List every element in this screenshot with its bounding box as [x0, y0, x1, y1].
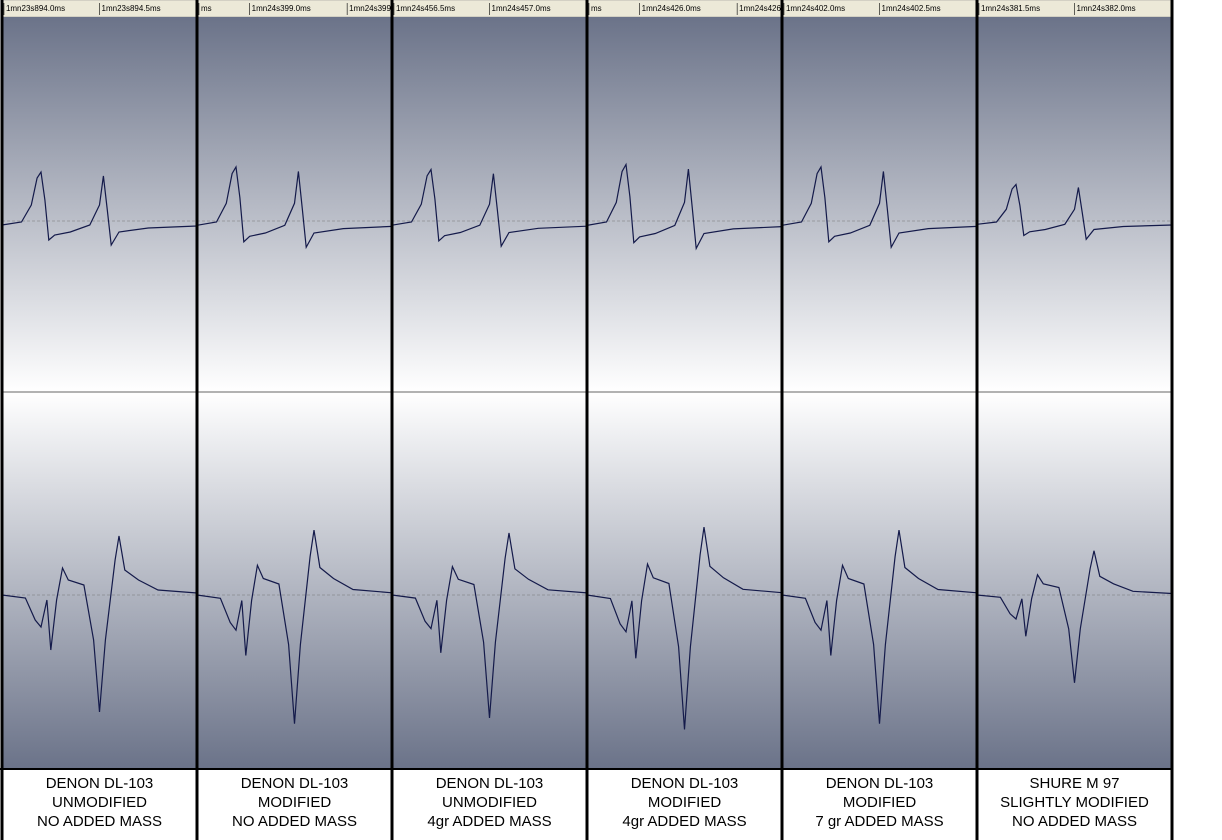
ruler-label: 1mn24s399.0ms: [252, 4, 311, 13]
caption-line: NO ADDED MASS: [1012, 813, 1137, 830]
ruler-label: 1mn24s382.0ms: [1077, 4, 1136, 13]
caption-line: DENON DL-103: [436, 775, 544, 792]
caption-line: MODIFIED: [648, 794, 721, 811]
waveform: [976, 550, 1173, 683]
waveform: [781, 530, 978, 724]
waveform: [586, 162, 783, 251]
waveform: [781, 165, 978, 250]
caption-line: DENON DL-103: [826, 775, 934, 792]
caption-line: MODIFIED: [258, 794, 331, 811]
caption-line: NO ADDED MASS: [37, 813, 162, 830]
caption-line: DENON DL-103: [631, 775, 739, 792]
waveform: [1, 170, 198, 247]
ruler-label: 1mn24s402.0ms: [786, 4, 845, 13]
caption-line: DENON DL-103: [46, 775, 154, 792]
caption-line: 4gr ADDED MASS: [427, 813, 551, 830]
waveform: [196, 165, 393, 250]
ruler-label: 1mn23s894.5ms: [102, 4, 161, 13]
caption-line: 7 gr ADDED MASS: [815, 813, 943, 830]
ruler-label: 1mn24s426.0ms: [642, 4, 701, 13]
ruler-label: ms: [201, 4, 212, 13]
waveform: [976, 183, 1173, 241]
ruler-label: 1mn24s402.5ms: [882, 4, 941, 13]
channel-bottom: [977, 392, 1172, 768]
caption-line: SHURE M 97: [1029, 775, 1119, 792]
ruler-label: 1mn23s894.0ms: [6, 4, 65, 13]
ruler-label: 1mn24s381.5ms: [981, 4, 1040, 13]
caption-line: 4gr ADDED MASS: [622, 813, 746, 830]
waveform: [586, 527, 783, 730]
waveform: [196, 530, 393, 724]
waveform: [391, 532, 588, 718]
channel-bottom: [392, 392, 587, 768]
caption-line: NO ADDED MASS: [232, 813, 357, 830]
caption-line: UNMODIFIED: [52, 794, 147, 811]
caption-line: MODIFIED: [843, 794, 916, 811]
ruler-label: 1mn24s426.5: [739, 4, 788, 13]
ruler-label: ms: [591, 4, 602, 13]
ruler-label: 1mn24s457.0ms: [492, 4, 551, 13]
waveform: [1, 535, 198, 713]
channel-bottom: [587, 392, 782, 768]
caption-line: DENON DL-103: [241, 775, 349, 792]
channel-top: [587, 17, 782, 392]
waveform: [391, 167, 588, 249]
channel-bottom: [782, 392, 977, 768]
caption-line: SLIGHTLY MODIFIED: [1000, 794, 1149, 811]
caption-line: UNMODIFIED: [442, 794, 537, 811]
ruler-label: 1mn24s456.5ms: [396, 4, 455, 13]
channel-top: [977, 17, 1172, 392]
ruler-label: 1mn24s399.5: [349, 4, 398, 13]
channel-bottom: [197, 392, 392, 768]
